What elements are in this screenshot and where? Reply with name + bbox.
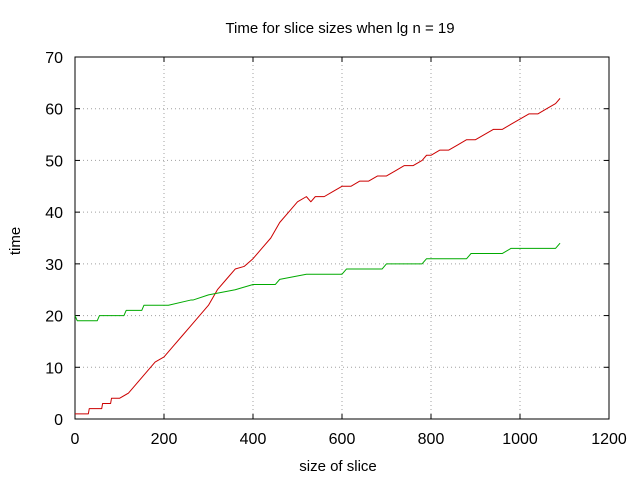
x-tick-label: 1200 [591, 431, 627, 448]
x-tick-label: 600 [329, 431, 356, 448]
y-tick-label: 40 [45, 205, 63, 222]
y-tick-label: 10 [45, 360, 63, 377]
grid-layer [75, 57, 609, 419]
y-axis-title: time [7, 227, 24, 255]
x-tick-label: 1000 [502, 431, 538, 448]
series-line-green [74, 242, 561, 322]
y-tick-label: 20 [45, 309, 63, 326]
tick-layer: 0 200 400 600 800 1000 1200 0 10 20 30 40 50 60 70 [45, 50, 627, 448]
y-tick-label: 30 [45, 257, 63, 274]
y-tick-label: 60 [45, 102, 63, 119]
x-tick-label: 200 [151, 431, 178, 448]
y-tick-label: 0 [54, 412, 63, 429]
y-tick-label: 50 [45, 153, 63, 170]
x-tick-label: 800 [418, 431, 445, 448]
y-tick-label: 70 [45, 50, 63, 67]
x-axis-title: size of slice [299, 458, 377, 475]
series-line-red [75, 98, 561, 415]
series-layer [74, 98, 561, 415]
chart-title: Time for slice sizes when lg n = 19 [225, 20, 454, 37]
x-tick-label: 0 [71, 431, 80, 448]
x-tick-label: 400 [240, 431, 267, 448]
